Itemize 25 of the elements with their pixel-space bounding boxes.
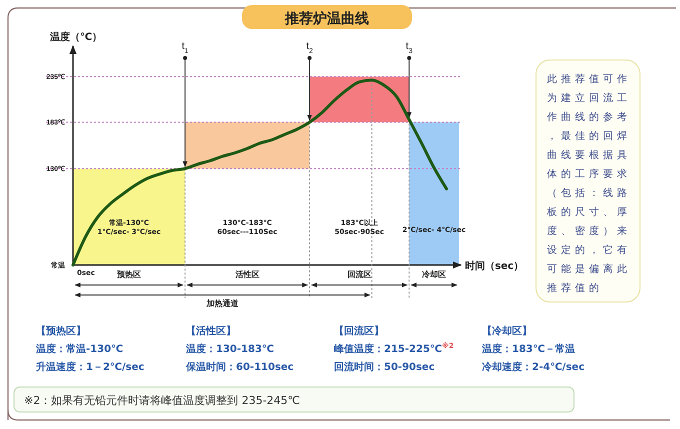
- text: 【回流区】: [334, 325, 384, 337]
- text: 此推荐值可作为建立回流工作曲线的参考，最佳的回焊曲线要根据具体的工序要求（包括：线路板的尺寸、厚度、密度）来设定的，它有可能是偏离此推荐值的: [547, 74, 631, 294]
- text: 活性区: [234, 270, 260, 279]
- text: ※2：如果有无铅元件时请将峰值温度调整到 235-245℃: [24, 394, 300, 407]
- text: 回流时间：50-90sec: [334, 361, 435, 373]
- text: 峰值温度：215-225℃$^{※2}$: [334, 342, 454, 355]
- x-tick-label: t$_{1}$: [182, 41, 188, 54]
- x-tick-label: t$_{2}$: [306, 41, 313, 54]
- y-axis-title: 温度（℃）: [49, 31, 102, 43]
- x-tick-label: t$_{3}$: [406, 41, 413, 54]
- text: 【预热区】: [36, 325, 86, 337]
- text: 温度：130-183℃: [185, 343, 274, 355]
- text: 温度：183℃－常温: [481, 343, 575, 355]
- text: 【活性区】: [186, 325, 236, 337]
- text: 【冷却区】: [482, 325, 532, 337]
- text: 保温时间：60-110sec: [185, 361, 294, 373]
- text: 回流区: [347, 269, 372, 279]
- x-axis-title: 时间（sec）: [464, 260, 524, 272]
- text: 冷却速度：2-4℃/sec: [482, 361, 585, 373]
- text: 冷却区: [422, 270, 446, 279]
- chart-title: 推荐炉温曲线: [284, 10, 369, 27]
- text: 升温速度：1－2℃/sec: [35, 361, 144, 373]
- text: 预热区: [116, 270, 142, 279]
- text: 温度：常温-130℃: [35, 343, 124, 355]
- text: 加热通道: [205, 299, 240, 308]
